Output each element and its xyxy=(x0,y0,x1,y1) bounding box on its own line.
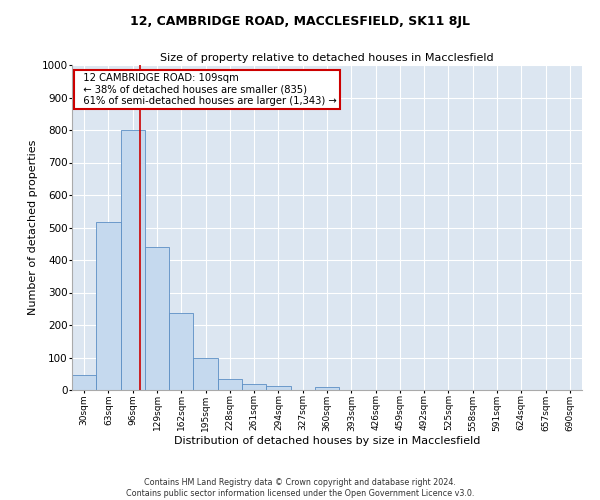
Bar xyxy=(145,247,169,390)
Bar xyxy=(169,312,193,390)
Text: Contains HM Land Registry data © Crown copyright and database right 2024.
Contai: Contains HM Land Registry data © Crown c… xyxy=(126,478,474,498)
Bar xyxy=(193,358,218,390)
Bar xyxy=(315,388,339,390)
Bar xyxy=(96,222,121,390)
Title: Size of property relative to detached houses in Macclesfield: Size of property relative to detached ho… xyxy=(160,53,494,63)
Bar xyxy=(218,378,242,390)
Bar xyxy=(242,384,266,390)
Bar xyxy=(72,374,96,390)
Bar xyxy=(266,386,290,390)
X-axis label: Distribution of detached houses by size in Macclesfield: Distribution of detached houses by size … xyxy=(174,436,480,446)
Bar xyxy=(121,130,145,390)
Y-axis label: Number of detached properties: Number of detached properties xyxy=(28,140,38,315)
Text: 12 CAMBRIDGE ROAD: 109sqm
  ← 38% of detached houses are smaller (835)
  61% of : 12 CAMBRIDGE ROAD: 109sqm ← 38% of detac… xyxy=(77,73,337,106)
Text: 12, CAMBRIDGE ROAD, MACCLESFIELD, SK11 8JL: 12, CAMBRIDGE ROAD, MACCLESFIELD, SK11 8… xyxy=(130,15,470,28)
